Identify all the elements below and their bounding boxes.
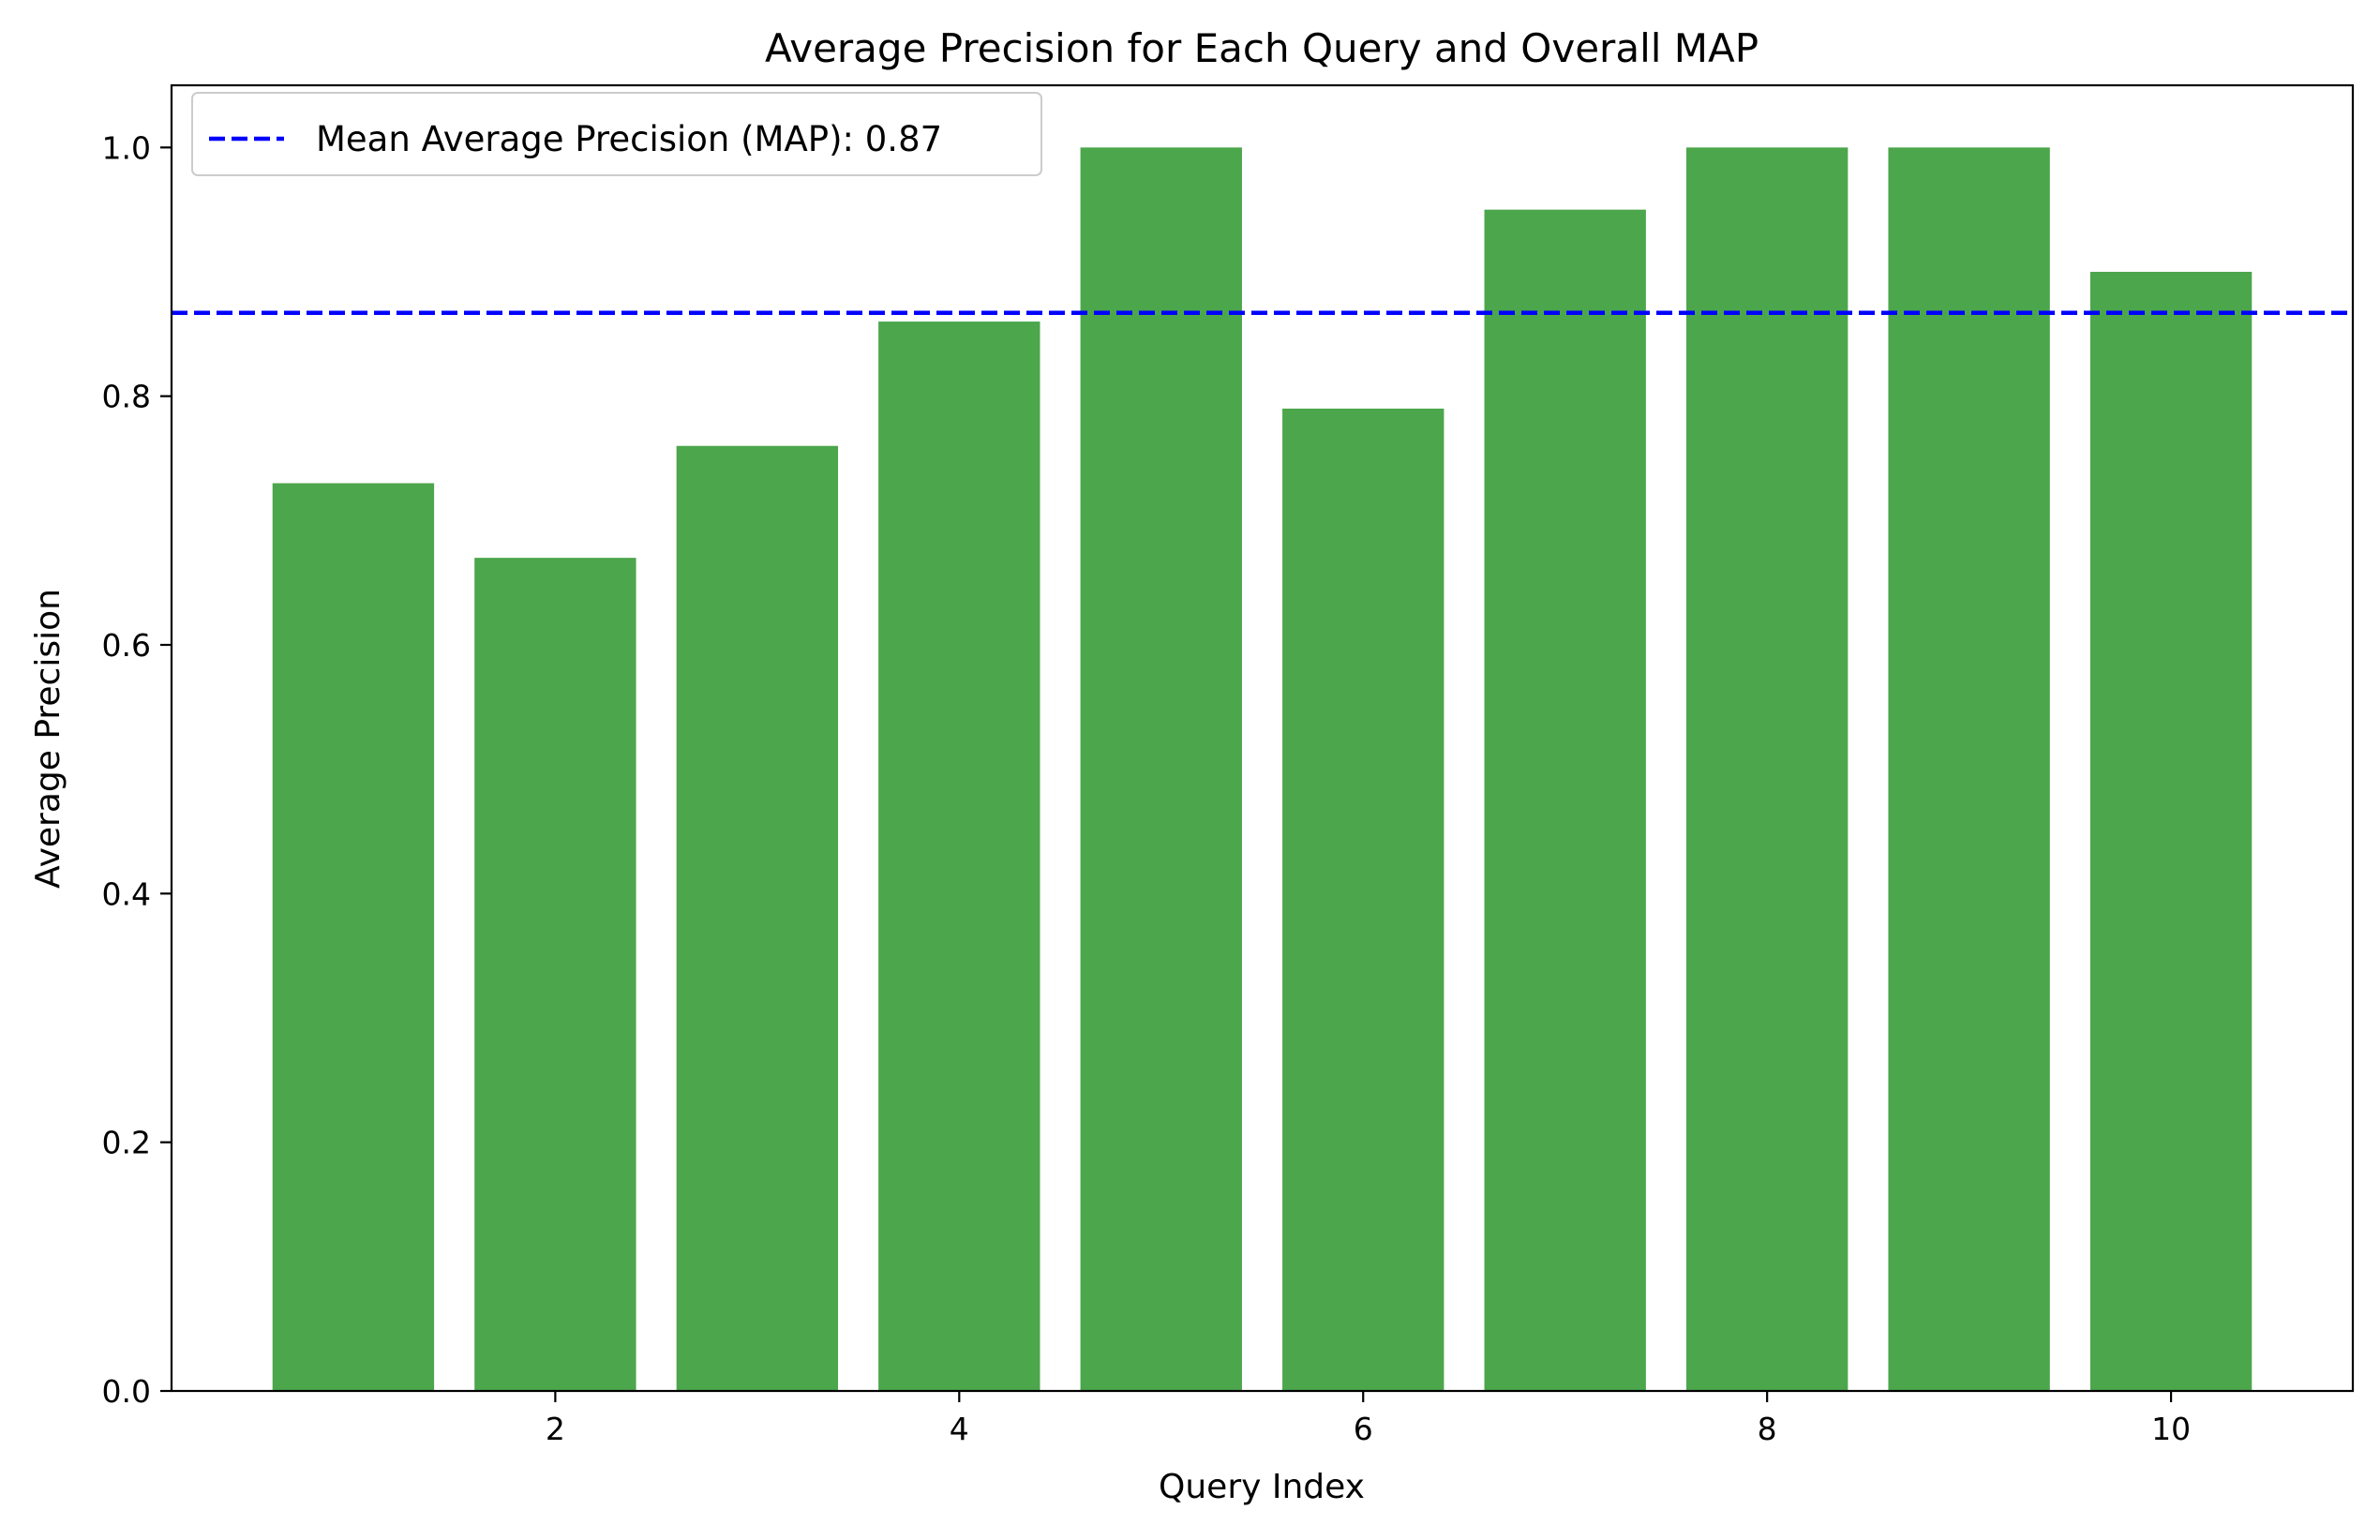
bar-query-8 [1685, 147, 1849, 1391]
y-tick-label: 0.6 [102, 627, 151, 664]
bar-query-5 [1080, 147, 1242, 1391]
chart-title: Average Precision for Each Query and Ove… [765, 25, 1759, 71]
ticks-layer: 2 4 6 8 10 0.0 0.2 0.4 0.6 0.8 1.0 [102, 129, 2192, 1447]
y-tick-label: 0.4 [102, 875, 151, 912]
bar-query-1 [272, 483, 435, 1391]
bar-query-10 [2089, 272, 2253, 1391]
axes-layer [170, 83, 2355, 1393]
x-tick-label: 4 [950, 1411, 969, 1447]
bar-query-4 [878, 321, 1040, 1392]
x-axis-label: Query Index [1159, 1468, 1365, 1506]
y-tick-label: 1.0 [102, 129, 151, 166]
legend-box [191, 92, 1042, 176]
bar-query-6 [1282, 408, 1444, 1391]
bars-layer [272, 147, 2253, 1392]
y-tick-label: 0.2 [102, 1125, 151, 1161]
y-axis-label: Average Precision [29, 589, 67, 889]
x-tick-label: 10 [2151, 1411, 2191, 1447]
bar-query-2 [474, 558, 636, 1391]
bar-query-7 [1484, 209, 1646, 1392]
y-tick-label: 0.0 [102, 1373, 151, 1410]
plot-area-frame [170, 83, 2355, 1393]
x-tick-label: 2 [546, 1411, 565, 1447]
y-tick-label: 0.8 [102, 379, 151, 415]
x-tick-label: 8 [1758, 1411, 1777, 1447]
bar-query-9 [1888, 147, 2050, 1391]
bar-query-3 [676, 445, 839, 1391]
legend-label: Mean Average Precision (MAP): 0.87 [316, 119, 942, 159]
x-tick-label: 6 [1354, 1411, 1373, 1447]
legend: Mean Average Precision (MAP): 0.87 [191, 92, 1042, 176]
